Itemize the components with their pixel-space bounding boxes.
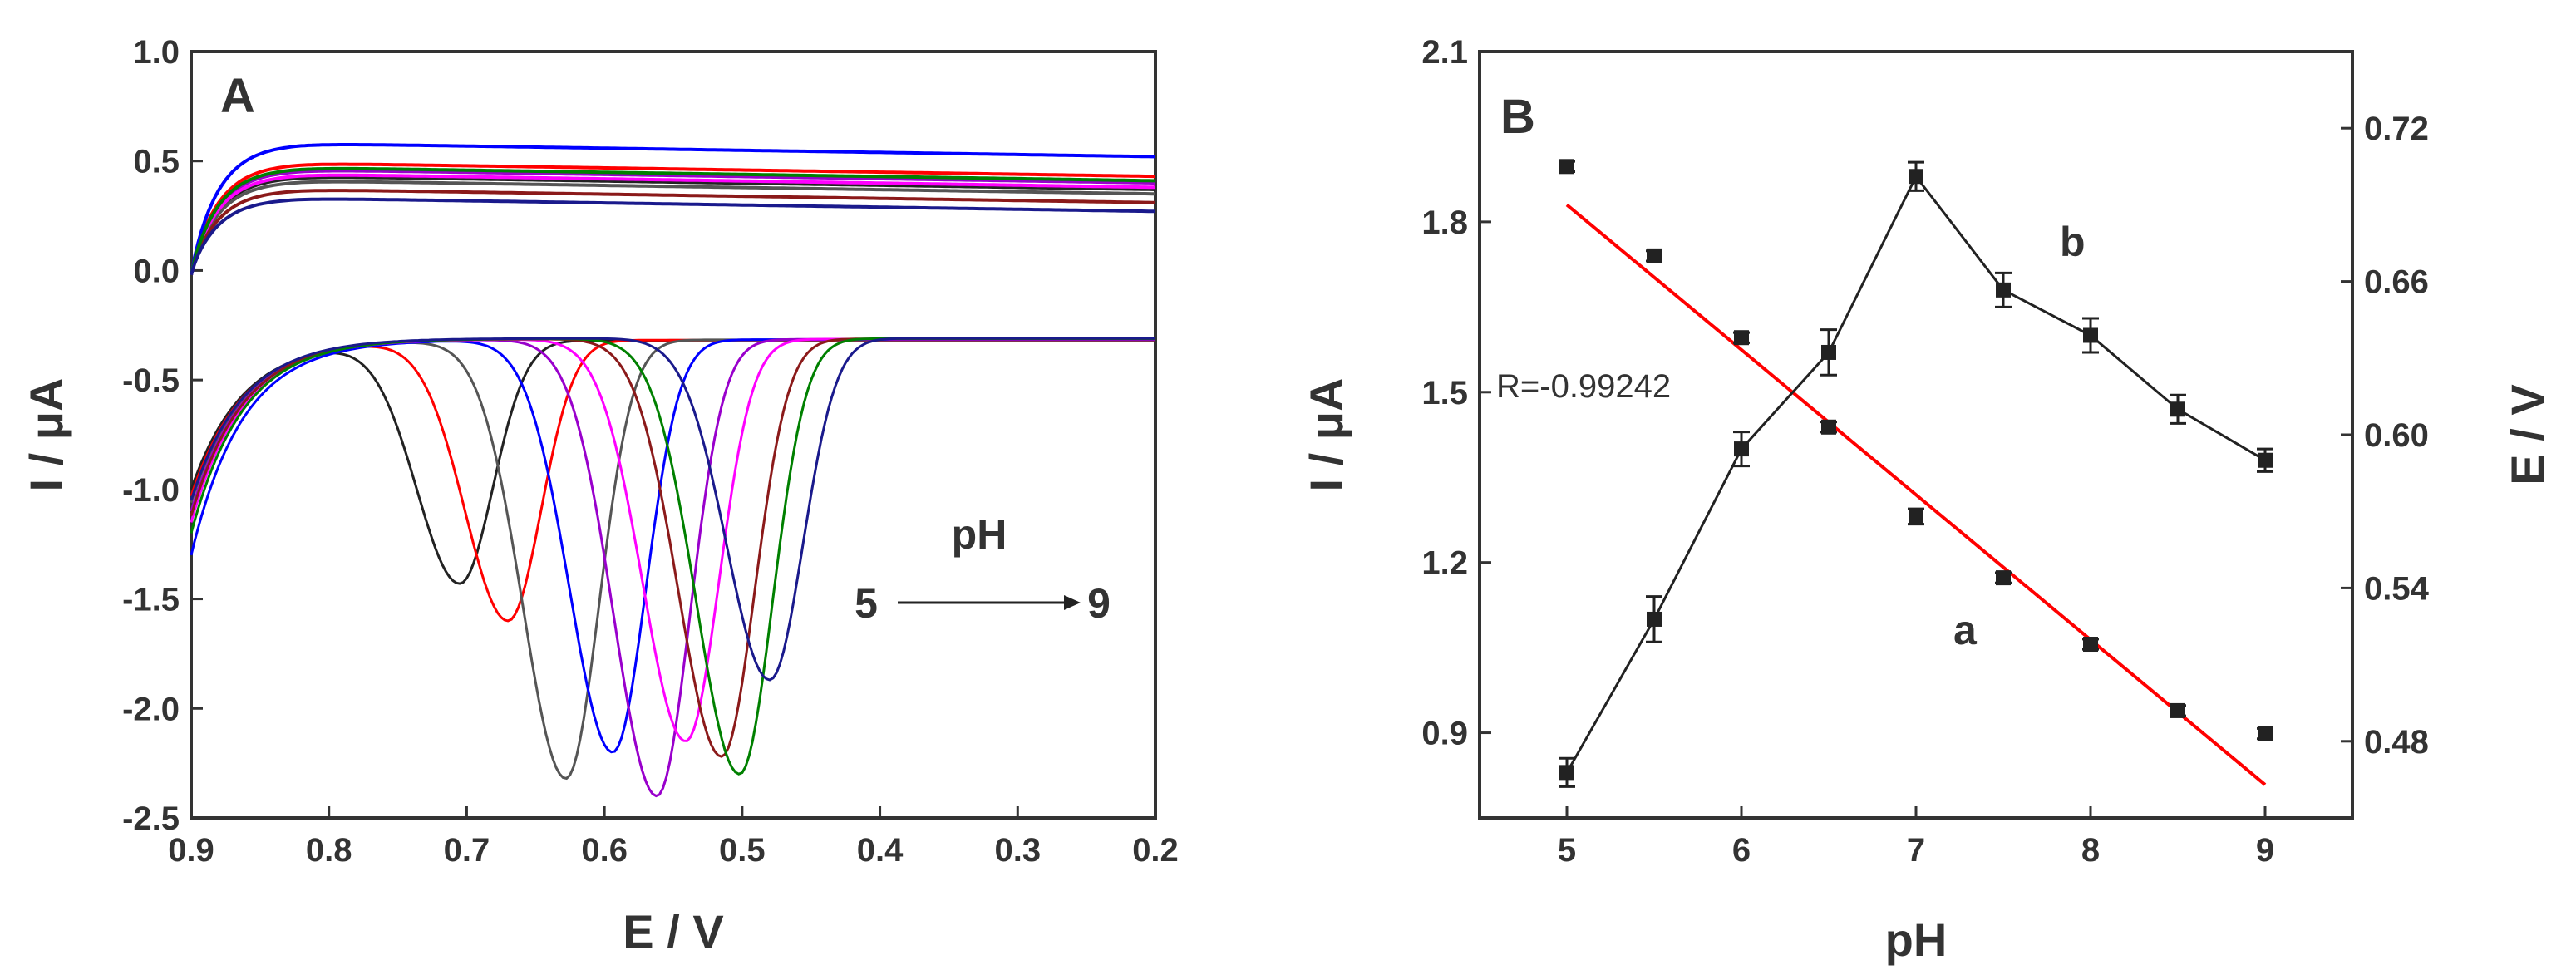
series-b-label: b: [2060, 219, 2086, 265]
y-tick-label: 1.0: [133, 34, 180, 71]
panel-b-right-y-axis-title: E / V: [2501, 384, 2554, 485]
panel-a-y-axis-title: I / μA: [20, 378, 72, 492]
x-tick-label: 6: [1732, 832, 1751, 869]
x-tick-label: 0.7: [444, 832, 490, 869]
left-y-tick-label: 1.8: [1421, 204, 1468, 241]
panel-b-x-ticks: 5 6 7 8 9: [1558, 806, 2274, 869]
panel-b-left-y-ticks: 0.9 1.2 1.5 1.8 2.1: [1421, 34, 1491, 752]
panel-a-x-ticks: 0.9 0.8 0.7 0.6 0.5 0.4 0.3 0.2: [168, 806, 1179, 869]
series-a-label: a: [1953, 607, 1978, 653]
series-a-fit-line: [1565, 203, 2267, 786]
y-tick-label: -2.5: [122, 800, 180, 837]
voltammogram-anodic-ph-5.5: [190, 162, 1156, 276]
ph-annotation-start: 5: [855, 580, 878, 627]
panel-a-label: A: [220, 69, 255, 123]
voltammogram-anodic-ph-7: [190, 169, 1156, 276]
series-b-line: [1565, 174, 2266, 774]
panel-a: 0.9 0.8 0.7 0.6 0.5 0.4 0.3 0.2 1.0 0.5 0.0 -0.5 -1…: [20, 34, 1179, 958]
series-a-point: [1647, 248, 1662, 263]
x-tick-label: 9: [2256, 832, 2274, 869]
voltammogram-cathodic-ph-9: [190, 337, 1155, 682]
voltammogram-anodic-ph-6.5: [190, 143, 1155, 276]
voltammogram-cathodic-ph-5.5: [190, 338, 1155, 623]
right-y-tick-label: 0.72: [2364, 111, 2429, 147]
y-tick-label: -0.5: [122, 362, 180, 399]
series-b-point: [1996, 282, 2011, 298]
right-y-tick-label: 0.54: [2364, 570, 2430, 607]
series-a-point: [2258, 726, 2273, 741]
panel-b-series: [1559, 159, 2273, 788]
series-a-point: [2083, 637, 2098, 653]
x-tick-label: 5: [1558, 832, 1576, 869]
panel-b-x-axis-title: pH: [1885, 914, 1948, 966]
x-tick-label: 8: [2081, 832, 2100, 869]
panel-a-x-axis-title: E / V: [623, 905, 723, 958]
x-tick-label: 0.5: [719, 832, 766, 869]
panel-a-curves: [190, 143, 1156, 798]
y-tick-label: -1.5: [122, 582, 180, 618]
series-a-point: [1821, 419, 1836, 435]
voltammogram-anodic-ph-6: [190, 180, 1155, 276]
panel-b-left-y-axis-title: I / μA: [1300, 378, 1352, 492]
x-tick-label: 0.4: [857, 832, 904, 869]
panel-b-right-y-ticks: 0.48 0.54 0.60 0.66 0.72: [2341, 111, 2430, 761]
series-a-point: [1996, 570, 2011, 586]
right-y-tick-label: 0.60: [2364, 417, 2429, 454]
y-tick-label: -1.0: [122, 472, 180, 509]
x-tick-label: 0.3: [994, 832, 1041, 869]
voltammogram-anodic-ph-8.5: [190, 166, 1155, 276]
panel-b-label: B: [1500, 90, 1535, 144]
ph-annotation-end: 9: [1087, 580, 1111, 627]
ph-annotation-arrowhead: [1064, 595, 1081, 610]
voltammogram-cathodic-ph-7.5: [190, 337, 1155, 742]
panel-a-y-ticks: 1.0 0.5 0.0 -0.5 -1.0 -1.5 -2.0 -2.5: [122, 34, 203, 837]
y-tick-label: -2.0: [122, 691, 180, 727]
series-b-point: [1734, 441, 1749, 457]
voltammogram-anodic-ph-9: [190, 197, 1156, 276]
voltammogram-cathodic-ph-5: [190, 338, 1155, 585]
x-tick-label: 0.6: [581, 832, 628, 869]
left-y-tick-label: 1.5: [1421, 375, 1468, 411]
left-y-tick-label: 0.9: [1421, 716, 1468, 752]
x-tick-label: 0.2: [1132, 832, 1179, 869]
ph-annotation-title: pH: [952, 511, 1007, 558]
left-y-tick-label: 1.2: [1421, 545, 1468, 582]
voltammogram-anodic-ph-7.5: [190, 173, 1155, 276]
y-tick-label: 0.5: [133, 144, 180, 180]
series-b-point: [2170, 401, 2185, 417]
series-a-point: [1909, 509, 1923, 524]
panel-a-frame: [190, 50, 1157, 820]
voltammogram-cathodic-ph-6.5: [190, 338, 1155, 754]
left-y-tick-label: 2.1: [1421, 34, 1468, 71]
voltammogram-anodic-ph-8: [190, 189, 1156, 276]
correlation-label: R=-0.99242: [1496, 368, 1671, 405]
series-b-point: [1647, 611, 1662, 627]
series-a-point: [2170, 702, 2185, 718]
voltammogram-cathodic-ph-8: [190, 337, 1155, 758]
series-b-point: [1821, 344, 1836, 360]
right-y-tick-label: 0.66: [2364, 264, 2429, 301]
voltammogram-anodic-ph-5: [190, 175, 1156, 276]
right-y-tick-label: 0.48: [2364, 724, 2429, 761]
series-b-point: [2258, 452, 2273, 468]
x-tick-label: 7: [1907, 832, 1925, 869]
y-tick-label: 0.0: [133, 253, 180, 289]
series-b-point: [1909, 169, 1923, 185]
series-a-point: [1559, 159, 1574, 175]
series-a-point: [1734, 330, 1749, 346]
x-tick-label: 0.8: [306, 832, 352, 869]
series-b-point: [1559, 765, 1574, 781]
series-b-point: [2083, 327, 2098, 343]
x-tick-label: 0.9: [168, 832, 214, 869]
